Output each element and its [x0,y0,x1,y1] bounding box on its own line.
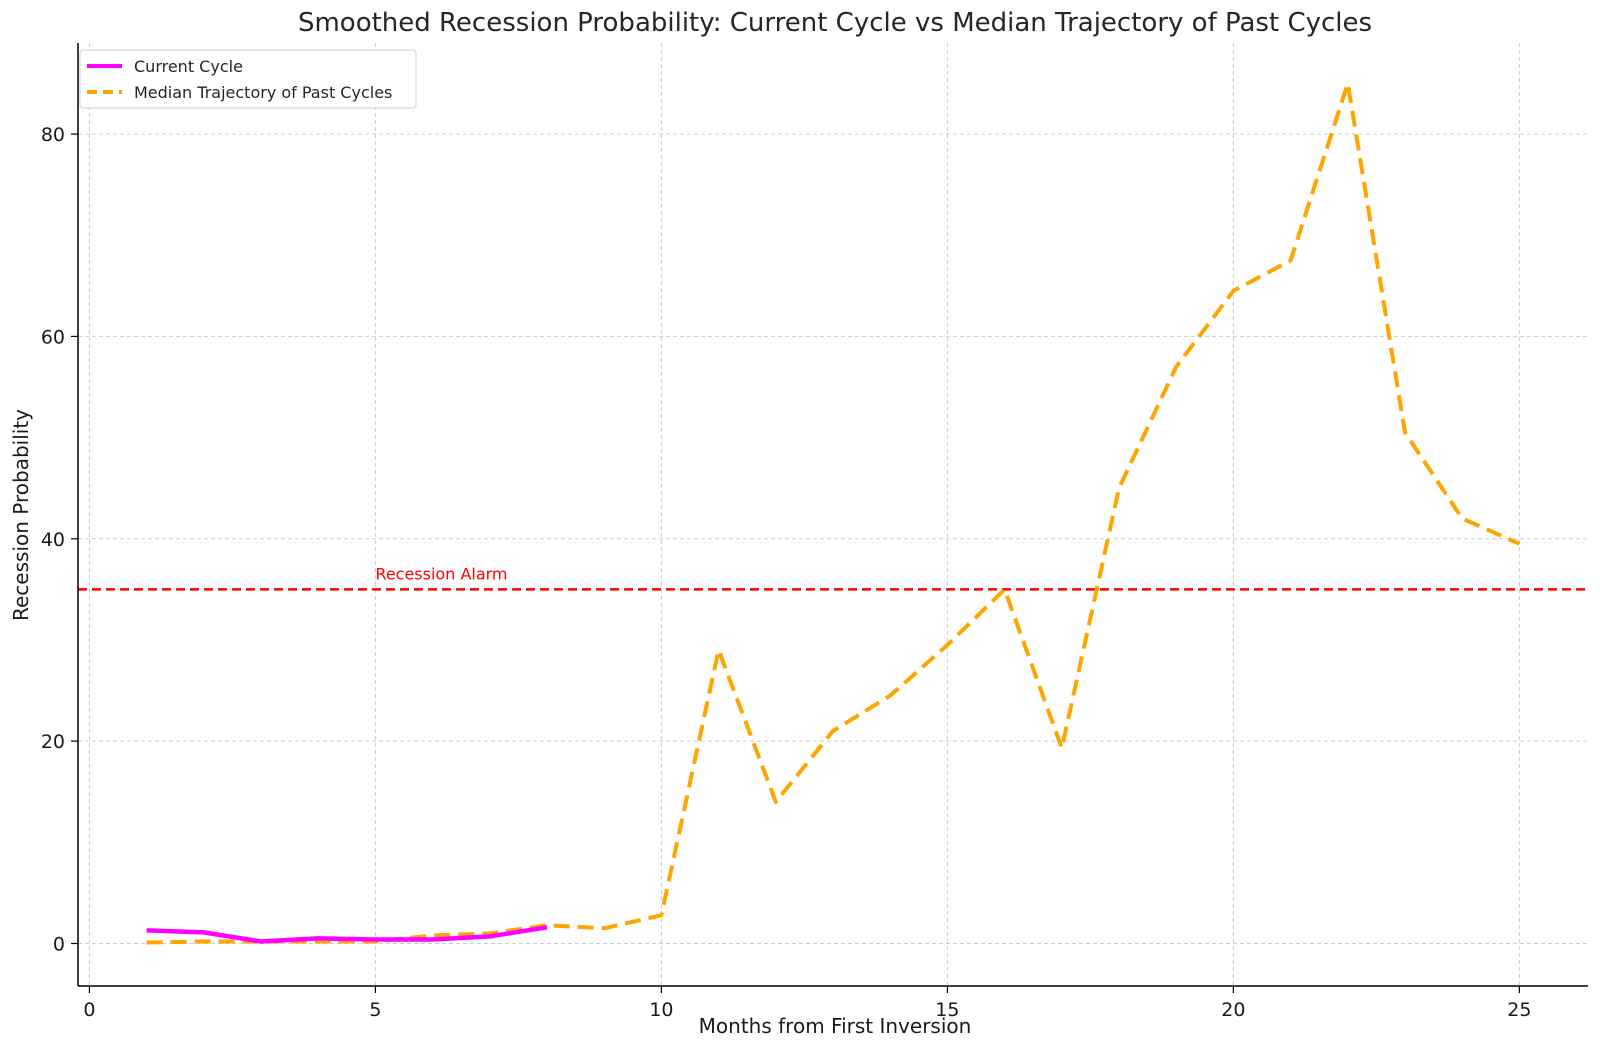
series-group [146,81,1521,945]
y-tick-label: 60 [41,326,65,348]
legend: Current Cycle Median Trajectory of Past … [79,49,417,109]
y-tick-label: 20 [41,731,65,753]
chart-title: Smoothed Recession Probability: Current … [298,8,1372,38]
y-tick-label: 0 [53,934,65,956]
series-line-current-cycle [146,925,548,944]
reference-line-group: Recession Alarm [78,564,1588,591]
legend-box [79,49,417,109]
y-tick-label: 80 [41,124,65,146]
axes [71,43,1588,993]
x-axis-label: Months from First Inversion [699,1014,972,1038]
tick-labels: 0 5 10 15 20 25 0 20 40 60 80 [41,124,1532,1021]
series-line-median-trajectory [146,81,1521,945]
y-axis-label: Recession Probability [9,409,33,621]
x-tick-label: 25 [1507,999,1531,1021]
x-tick-label: 20 [1221,999,1245,1021]
x-tick-label: 15 [935,999,959,1021]
x-tick-label: 10 [649,999,673,1021]
x-tick-label: 0 [83,999,95,1021]
y-tick-label: 40 [41,529,65,551]
legend-label-median-trajectory: Median Trajectory of Past Cycles [134,83,392,102]
recession-alarm-label: Recession Alarm [375,564,507,583]
legend-label-current-cycle: Current Cycle [134,57,243,76]
grid [78,43,1588,986]
x-tick-label: 5 [369,999,381,1021]
